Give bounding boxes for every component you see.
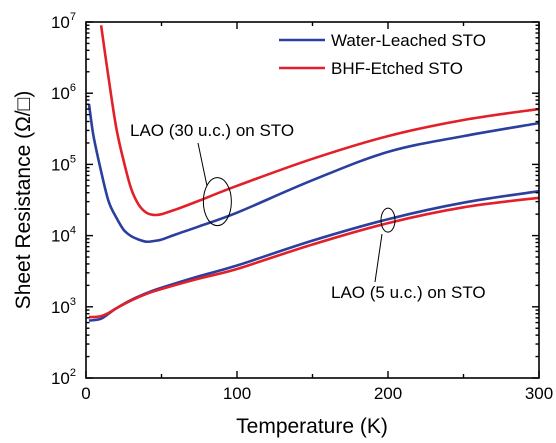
x-tick-label: 200 — [374, 384, 402, 403]
legend-label-1: Water-Leached STO — [331, 31, 486, 50]
y-tick-label: 102 — [51, 367, 76, 388]
x-axis-title: Temperature (K) — [236, 415, 388, 438]
y-tick-label: 105 — [51, 153, 76, 174]
plot-frame — [85, 21, 540, 379]
curves-layer — [87, 25, 539, 322]
y-axis-title: Sheet Resistance (Ω/□) — [12, 91, 35, 310]
y-tick-label: 103 — [51, 296, 76, 317]
annotation-label-2: LAO (5 u.c.) on STO — [331, 283, 486, 302]
y-tick-label: 106 — [51, 82, 76, 103]
x-tick-label: 300 — [525, 384, 553, 403]
ticks-layer — [85, 21, 540, 379]
y-tick-label: 107 — [51, 11, 76, 32]
annotation-leader-1 — [197, 142, 208, 187]
series-line-2-curve-2 — [88, 196, 539, 319]
series-line-1-curve-1 — [87, 104, 539, 244]
y-tick-labels: 102 103 104 105 106 107 — [51, 11, 76, 388]
legend: Water-Leached STO BHF-Etched STO — [279, 31, 486, 78]
x-tick-label: 0 — [81, 384, 90, 403]
annotation-leader-2 — [374, 233, 383, 283]
annotations: LAO (30 u.c.) on STO LAO (5 u.c.) on STO — [130, 121, 486, 302]
annotation-ellipse-2 — [380, 207, 396, 233]
annotation-ellipse-1 — [202, 177, 232, 227]
x-tick-labels: 0 100 200 300 — [81, 384, 553, 403]
y-tick-label: 104 — [51, 225, 76, 246]
annotation-label-1: LAO (30 u.c.) on STO — [130, 121, 294, 140]
series-line-2-curve-1 — [99, 25, 539, 217]
x-tick-label: 100 — [223, 384, 251, 403]
legend-label-2: BHF-Etched STO — [331, 59, 463, 78]
